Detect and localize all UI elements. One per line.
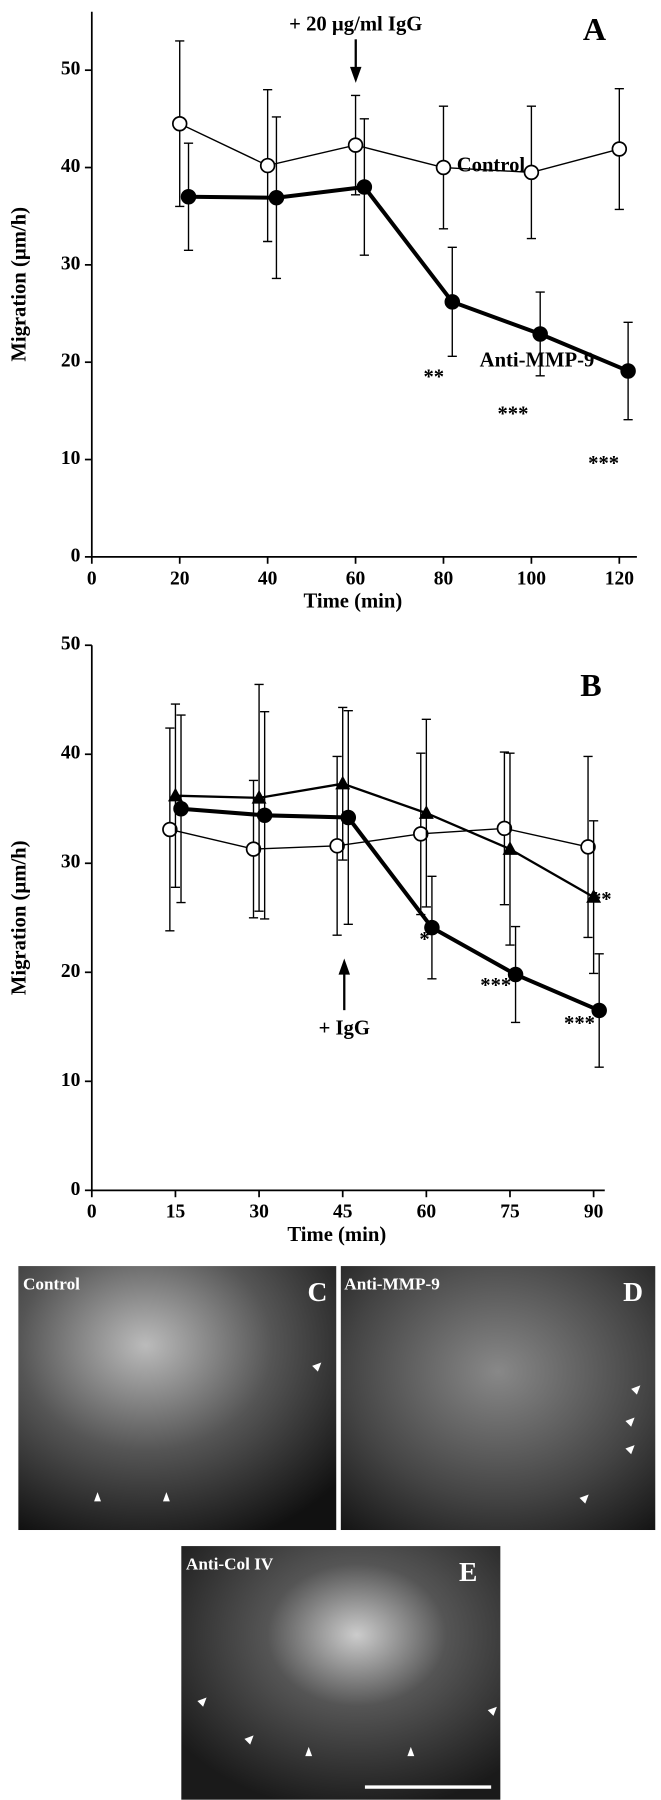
x-tick-label: 60: [346, 568, 366, 589]
marker: [167, 787, 183, 802]
series-line: [180, 806, 600, 1013]
annotation: Anti-MMP-9: [480, 350, 595, 372]
marker: [340, 809, 357, 826]
series-line: [188, 184, 629, 373]
marker: [435, 159, 452, 176]
marker: [418, 805, 434, 819]
x-tick-label: 20: [170, 568, 189, 589]
x-tick-label: 45: [333, 1202, 353, 1223]
annotation: + IgG: [319, 1017, 370, 1039]
y-tick-label: 40: [61, 156, 81, 177]
panel-caption: Anti-MMP-9: [344, 1275, 440, 1294]
y-tick-label: 50: [61, 634, 81, 655]
marker: [620, 363, 636, 379]
marker: [180, 188, 197, 205]
marker: [356, 179, 373, 195]
arrow-head: [338, 958, 351, 975]
marker: [580, 839, 596, 855]
x-tick-label: 40: [258, 568, 278, 589]
y-tick-label: 0: [71, 1179, 81, 1200]
micrographs: Control C Anti-MMP-9 D Anti-Col IV E: [18, 1266, 656, 1800]
annotation: *: [419, 929, 429, 951]
marker: [251, 789, 267, 804]
panel-caption: Control: [23, 1275, 80, 1294]
marker: [171, 115, 188, 132]
marker: [329, 838, 345, 854]
annotation: ***: [497, 403, 528, 425]
marker: [523, 164, 540, 181]
marker: [413, 826, 429, 842]
marker: [335, 775, 351, 790]
marker: [245, 841, 262, 857]
y-axis-label: Migration (µm/h): [8, 840, 30, 995]
x-tick-label: 75: [500, 1202, 520, 1223]
y-tick-label: 40: [61, 743, 81, 764]
panel-label: B: [580, 667, 601, 703]
annotation: + 20 µg/ml IgG: [289, 13, 422, 35]
panel-label: C: [308, 1276, 328, 1307]
annotation: **: [423, 367, 444, 389]
x-tick-label: 15: [166, 1202, 186, 1223]
annotation: Control: [457, 154, 526, 176]
marker: [532, 326, 548, 342]
panel-caption: Anti-Col IV: [186, 1555, 274, 1574]
marker: [259, 157, 276, 174]
y-tick-label: 50: [61, 59, 81, 80]
series-line: [169, 827, 589, 850]
x-tick-label: 30: [249, 1202, 268, 1223]
marker: [444, 294, 461, 310]
y-tick-label: 20: [61, 961, 81, 982]
micrograph: [18, 1266, 337, 1531]
series-line: [179, 123, 620, 174]
marker: [162, 821, 178, 838]
marker: [268, 189, 285, 206]
x-tick-label: 100: [517, 568, 546, 589]
annotation: ***: [480, 975, 511, 997]
panel-label: D: [623, 1276, 643, 1307]
marker: [256, 807, 273, 824]
panel-label: E: [459, 1556, 477, 1587]
marker: [611, 141, 628, 157]
y-tick-label: 20: [61, 351, 81, 372]
marker: [424, 919, 440, 936]
series-line: [175, 782, 595, 899]
micrograph: [340, 1266, 656, 1531]
x-axis-label: Time (min): [287, 1224, 386, 1246]
x-axis-label: Time (min): [303, 591, 402, 613]
annotation: **: [591, 889, 612, 911]
marker: [347, 137, 364, 153]
marker: [507, 966, 524, 983]
micrograph: [181, 1546, 501, 1800]
y-tick-label: 30: [61, 852, 81, 873]
annotation: ***: [588, 453, 619, 475]
x-tick-label: 0: [87, 568, 97, 589]
marker: [502, 841, 518, 855]
annotation: ***: [564, 1013, 595, 1035]
y-tick-label: 30: [61, 253, 81, 274]
x-tick-label: 90: [584, 1202, 604, 1223]
marker: [173, 801, 189, 817]
panel-label: A: [583, 11, 606, 47]
x-tick-label: 120: [605, 568, 634, 589]
arrow-head: [350, 66, 362, 83]
marker: [496, 820, 513, 837]
x-tick-label: 0: [87, 1202, 97, 1223]
y-tick-label: 10: [61, 1070, 81, 1091]
marker: [591, 1002, 607, 1019]
x-tick-label: 60: [417, 1202, 437, 1223]
marker: [586, 889, 602, 903]
y-tick-label: 0: [71, 545, 81, 566]
y-tick-label: 10: [61, 448, 81, 469]
x-tick-label: 80: [434, 568, 454, 589]
y-axis-label: Migration (µm/h): [8, 207, 30, 362]
